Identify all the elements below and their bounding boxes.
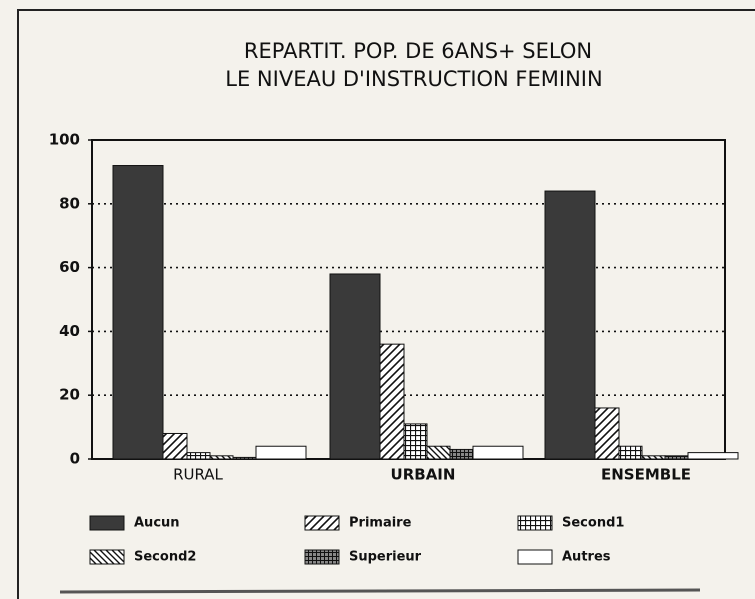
- bar: [186, 452, 211, 460]
- y-tick-label: 80: [59, 194, 80, 212]
- legend-swatch: [517, 515, 553, 531]
- legend-label: Second1: [562, 516, 624, 531]
- bar: [544, 190, 596, 460]
- bar: [379, 343, 405, 460]
- bar: [112, 165, 164, 460]
- bar: [426, 445, 451, 460]
- bar: [594, 407, 620, 460]
- y-tick-label: 20: [59, 386, 80, 404]
- bar: [403, 423, 428, 460]
- x-tick-label: RURAL: [173, 466, 223, 484]
- legend-label: Aucun: [134, 516, 180, 531]
- bar: [664, 455, 689, 460]
- y-tick-label: 100: [49, 131, 80, 149]
- bar: [329, 273, 381, 460]
- frame-bottom: [59, 588, 701, 594]
- bar: [641, 455, 666, 460]
- bar: [209, 455, 234, 460]
- bar: [232, 456, 257, 460]
- bar: [472, 445, 524, 460]
- y-tick-label: 40: [59, 322, 80, 340]
- bar: [162, 432, 188, 460]
- legend-swatch: [304, 515, 340, 531]
- bar: [255, 445, 307, 460]
- bar: [687, 452, 739, 460]
- plot-frame: [91, 139, 726, 460]
- bar: [618, 445, 643, 460]
- bar: [449, 448, 474, 460]
- frame: [17, 9, 755, 599]
- legend-label: Autres: [562, 550, 611, 565]
- x-tick-label: ENSEMBLE: [601, 466, 691, 484]
- y-tick-label: 60: [59, 258, 80, 276]
- legend-swatch: [89, 515, 125, 531]
- legend-swatch: [304, 549, 340, 565]
- chart-title: REPARTIT. POP. DE 6ANS+ SELON: [244, 39, 592, 63]
- chart-subtitle: LE NIVEAU D'INSTRUCTION FEMININ: [225, 67, 602, 91]
- legend-label: Second2: [134, 550, 196, 565]
- legend-swatch: [89, 549, 125, 565]
- legend-swatch: [517, 549, 553, 565]
- x-tick-label: URBAIN: [391, 466, 456, 484]
- legend-label: Superieur: [349, 550, 422, 565]
- y-tick-label: 0: [70, 450, 80, 468]
- legend-label: Primaire: [349, 516, 412, 531]
